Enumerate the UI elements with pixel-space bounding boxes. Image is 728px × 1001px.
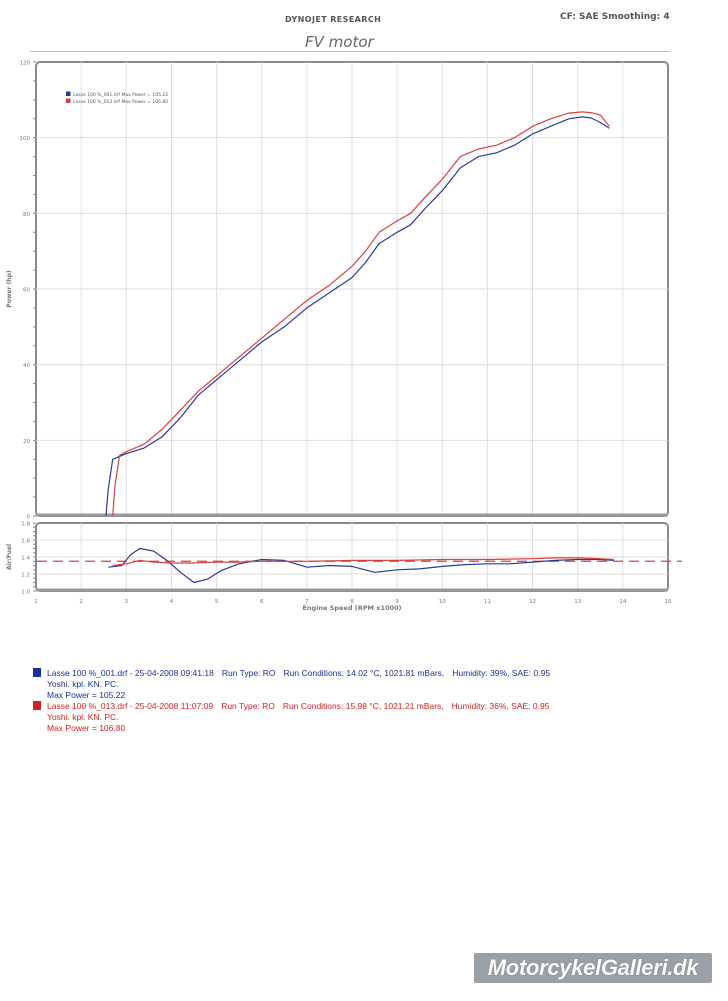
legend-run-file: Lasse 100 %_013.drf - 25-04-2008 11:07:0… xyxy=(47,701,214,711)
x-tick-label: 1 xyxy=(34,599,38,605)
x-tick-label: 14 xyxy=(619,599,626,605)
x-tick-label: 2 xyxy=(79,599,83,605)
plot-legend-label: Lasse 100 %_001.drf Max Power = 105.22 xyxy=(73,92,168,98)
legend-setup: Yoshi. kpl. KN. PC. xyxy=(47,679,119,689)
afr-panel: 1.01.21.41.61.81 2 3 4 5 6 7 8 9 10 11 12 13 14 15Engi… xyxy=(6,522,682,612)
legend-entry-run-001: Lasse 100 %_001.drf - 25-04-2008 09:41:1… xyxy=(33,668,550,701)
legend-max-power: Max Power = 106.80 xyxy=(47,723,126,733)
header-divider xyxy=(30,51,670,52)
x-tick-label: 6 xyxy=(260,599,264,605)
power-panel: 0 20 40 60 80 100 120 Power (hp) Lasse 100 %_001… xyxy=(6,61,669,521)
legend-run-type: Run Type: RO xyxy=(221,701,275,711)
x-tick-label: 13 xyxy=(574,599,581,605)
y-tick-label: 1.4 xyxy=(21,556,30,562)
report-title: DYNOJET RESEARCH xyxy=(285,15,382,24)
x-tick-label: 4 xyxy=(170,599,174,605)
legend-humidity: Humidity: 39%, SAE: 0.95 xyxy=(452,668,551,678)
legend-entry-run-013: Lasse 100 %_013.drf - 25-04-2008 11:07:0… xyxy=(33,701,549,734)
series-line-run-013 xyxy=(112,557,614,567)
legend-humidity: Humidity: 36%, SAE: 0.95 xyxy=(451,701,550,711)
y-tick-label: 0 xyxy=(27,515,31,521)
legend-run-type: Run Type: RO xyxy=(221,668,276,678)
y-axis-label: Air/Fuel xyxy=(6,544,13,570)
chart-subtitle: FV motor xyxy=(305,33,374,51)
x-axis-label: Engine Speed (RPM x1000) xyxy=(302,604,401,612)
x-tick-label: 5 xyxy=(215,599,219,605)
y-axis-label: Power (hp) xyxy=(6,270,13,307)
series-line-run-013 xyxy=(112,111,610,517)
y-tick-label: 1.2 xyxy=(21,573,30,579)
red-swatch-icon xyxy=(33,701,41,710)
series-line-run-001 xyxy=(105,116,610,517)
legend-swatch-icon xyxy=(66,98,71,103)
x-tick-label: 12 xyxy=(529,599,536,605)
y-tick-label: 1.8 xyxy=(21,522,30,528)
y-tick-label: 60 xyxy=(23,288,30,294)
x-tick-label: 11 xyxy=(484,599,491,605)
x-tick-label: 3 xyxy=(125,599,129,605)
watermark-logo: MotorcykelGalleri.dk xyxy=(474,953,712,983)
x-tick-label: 8 xyxy=(350,599,354,605)
legend-run-conditions: Run Conditions: 15.98 °C, 1021.21 mBars, xyxy=(282,701,444,711)
legend-max-power: Max Power = 105.22 xyxy=(47,690,126,700)
x-tick-label: 10 xyxy=(439,599,446,605)
y-tick-label: 80 xyxy=(23,212,30,218)
legend-setup: Yoshi. kpl. KN. PC. xyxy=(47,712,119,722)
legend-swatch-icon xyxy=(66,91,71,96)
y-tick-label: 40 xyxy=(23,363,30,369)
y-tick-label: 20 xyxy=(23,439,30,445)
y-tick-label: 100 xyxy=(20,136,31,142)
series-line-run-001 xyxy=(108,547,614,584)
x-tick-label: 7 xyxy=(305,599,309,605)
x-tick-label: 15 xyxy=(665,599,672,605)
plot-legend-label: Lasse 100 %_013.drf Max Power = 106.80 xyxy=(73,99,168,105)
legend-run-file: Lasse 100 %_001.drf - 25-04-2008 09:41:1… xyxy=(47,668,214,678)
y-tick-label: 120 xyxy=(20,61,31,67)
correction-info: CF: SAE Smoothing: 4 xyxy=(560,12,670,22)
dyno-chart: 0 20 40 60 80 100 120 Power (hp) Lasse 100 %_001… xyxy=(6,61,682,612)
blue-swatch-icon xyxy=(33,668,41,677)
legend-run-conditions: Run Conditions: 14.02 °C, 1021.81 mBars, xyxy=(283,668,445,678)
y-tick-label: 1.0 xyxy=(21,590,30,596)
x-tick-label: 9 xyxy=(395,599,399,605)
y-tick-label: 1.6 xyxy=(21,539,30,545)
